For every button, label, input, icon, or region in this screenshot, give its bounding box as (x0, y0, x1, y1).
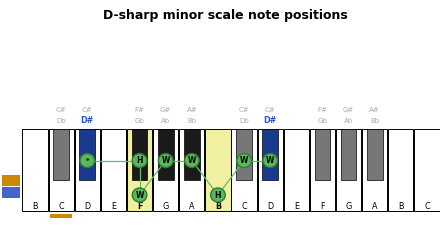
Text: C#: C# (239, 106, 249, 112)
Bar (53, 129, 69, 180)
Text: C: C (59, 202, 64, 211)
Text: D: D (267, 202, 273, 211)
Text: H: H (215, 191, 221, 200)
Text: Ab: Ab (161, 118, 170, 124)
Bar (341, 129, 356, 180)
Bar (2, 175, 20, 186)
Text: *: * (85, 158, 89, 164)
Text: D: D (84, 202, 90, 211)
Circle shape (263, 153, 278, 168)
Text: C: C (424, 202, 430, 211)
Text: F: F (320, 202, 325, 211)
Text: F#: F# (318, 106, 327, 112)
Text: G#: G# (160, 106, 171, 112)
Text: W: W (187, 156, 196, 165)
Text: G#: G# (343, 106, 354, 112)
Text: C#: C# (82, 106, 93, 112)
Bar (257, 129, 283, 211)
Circle shape (80, 153, 95, 168)
Bar (310, 129, 335, 211)
Text: G: G (162, 202, 169, 211)
Text: Bb: Bb (370, 118, 379, 124)
Text: H: H (136, 156, 143, 165)
Text: A#: A# (369, 106, 380, 112)
Bar (184, 129, 200, 180)
Text: C: C (241, 202, 247, 211)
Bar (48, 129, 74, 211)
Text: Ab: Ab (344, 118, 353, 124)
Bar (2, 187, 20, 198)
Bar (414, 129, 440, 211)
Text: W: W (161, 156, 170, 165)
Circle shape (184, 153, 199, 168)
Circle shape (158, 153, 173, 168)
Text: W: W (240, 156, 248, 165)
Text: B: B (32, 202, 38, 211)
Text: B: B (398, 202, 403, 211)
Bar (127, 129, 152, 211)
Bar (179, 129, 205, 211)
Circle shape (132, 153, 147, 168)
Text: Db: Db (56, 118, 66, 124)
Bar (388, 129, 414, 211)
Bar (315, 129, 330, 180)
Bar (236, 129, 252, 180)
Text: E: E (294, 202, 299, 211)
Text: Db: Db (239, 118, 249, 124)
Bar (80, 129, 95, 180)
Bar (132, 129, 147, 180)
Text: B: B (215, 202, 221, 211)
Bar (50, 214, 72, 218)
Circle shape (132, 188, 147, 202)
Text: D#: D# (81, 116, 94, 125)
Text: W: W (136, 191, 144, 200)
Text: F#: F# (135, 106, 144, 112)
Text: C#: C# (265, 106, 275, 112)
Bar (205, 129, 231, 211)
Circle shape (211, 188, 225, 202)
Text: C#: C# (56, 106, 66, 112)
Text: basicmusictheory.com: basicmusictheory.com (8, 81, 14, 135)
Bar (158, 129, 173, 180)
Text: A: A (189, 202, 194, 211)
Circle shape (237, 153, 251, 168)
Bar (336, 129, 361, 211)
Text: W: W (266, 156, 275, 165)
Bar (231, 129, 257, 211)
Text: Gb: Gb (318, 118, 327, 124)
Bar (367, 129, 382, 180)
Text: E: E (111, 202, 116, 211)
Bar (22, 129, 48, 211)
Bar (101, 129, 126, 211)
Text: Bb: Bb (187, 118, 196, 124)
Bar (75, 129, 100, 211)
Text: A#: A# (187, 106, 197, 112)
Text: F: F (137, 202, 142, 211)
Text: Gb: Gb (135, 118, 144, 124)
Bar (262, 129, 278, 180)
Bar (362, 129, 387, 211)
Bar (153, 129, 178, 211)
Text: D#: D# (264, 116, 277, 125)
Text: A: A (372, 202, 378, 211)
Text: G: G (345, 202, 352, 211)
Bar (284, 129, 309, 211)
Text: D-sharp minor scale note positions: D-sharp minor scale note positions (103, 9, 348, 22)
